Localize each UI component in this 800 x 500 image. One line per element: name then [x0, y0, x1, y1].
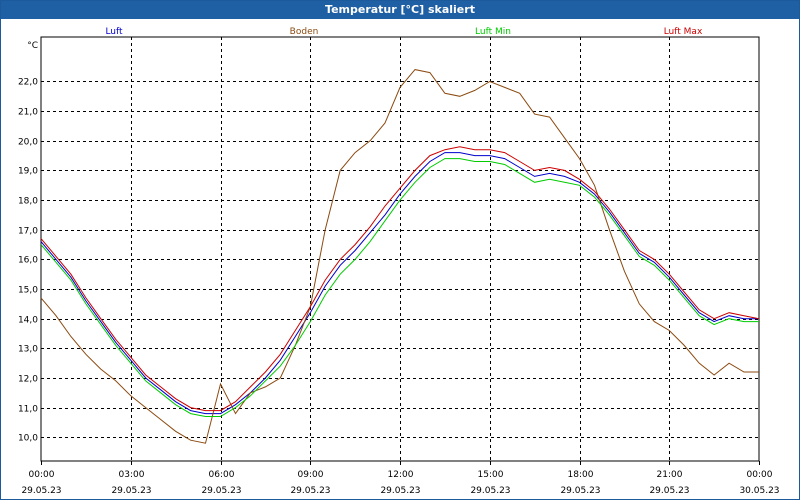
legend-boden: Boden: [290, 27, 319, 37]
x-tick-date: 29.05.23: [290, 486, 330, 496]
x-tick-date: 29.05.23: [380, 486, 420, 496]
x-tick-time: 21:00: [657, 470, 683, 480]
y-axis-label: °C: [27, 41, 38, 51]
x-tick-date: 29.05.23: [560, 486, 600, 496]
y-tick-label: 20,0: [18, 138, 38, 148]
series-line-luft: [40, 152, 759, 415]
x-tick-date: 29.05.23: [201, 486, 241, 496]
y-tick-label: 18,0: [18, 197, 38, 207]
series-line-luft-max: [40, 146, 760, 412]
x-tick-date: 29.05.23: [649, 486, 689, 496]
x-tick-date: 30.05.23: [739, 486, 779, 496]
y-tick-label: 17,0: [18, 227, 38, 237]
y-tick-label: 16,0: [18, 256, 38, 266]
x-tick-time: 06:00: [209, 470, 235, 480]
x-tick-time: 15:00: [478, 470, 504, 480]
y-tick-label: 21,0: [18, 108, 38, 118]
x-tick-date: 29.05.23: [111, 486, 151, 496]
legend-luft-min: Luft Min: [475, 27, 511, 37]
x-tick-date: 29.05.23: [21, 486, 61, 496]
x-tick-time: 09:00: [298, 470, 324, 480]
y-tick-label: 12,0: [18, 375, 38, 385]
plot-area: [40, 36, 760, 462]
y-tick-label: 13,0: [18, 345, 38, 355]
series-line-boden: [40, 69, 759, 444]
x-tick-time: 03:00: [119, 470, 145, 480]
y-tick-label: 14,0: [18, 316, 38, 326]
x-tick-time: 12:00: [388, 470, 414, 480]
x-tick-time: 00:00: [29, 470, 55, 480]
y-tick-label: 15,0: [18, 286, 38, 296]
y-tick-label: 11,0: [18, 405, 38, 415]
x-tick-time: 00:00: [747, 470, 773, 480]
legend-luft-max: Luft Max: [664, 27, 703, 37]
y-tick-label: 10,0: [18, 434, 38, 444]
x-tick-date: 29.05.23: [470, 486, 510, 496]
series-line-luft-min: [40, 158, 759, 417]
x-tick-time: 18:00: [568, 470, 594, 480]
y-tick-label: 19,0: [18, 167, 38, 177]
window-title: Temperatur [°C] skaliert: [1, 1, 799, 19]
axes: 10,0 11,0 12,0 13,0 14,0 15,0 16,0 17,0 18,0 19,0…: [18, 41, 780, 496]
legend: Luft Boden Luft Min Luft Max: [105, 27, 703, 37]
legend-luft: Luft: [105, 27, 123, 37]
y-tick-label: 22,0: [18, 78, 38, 88]
